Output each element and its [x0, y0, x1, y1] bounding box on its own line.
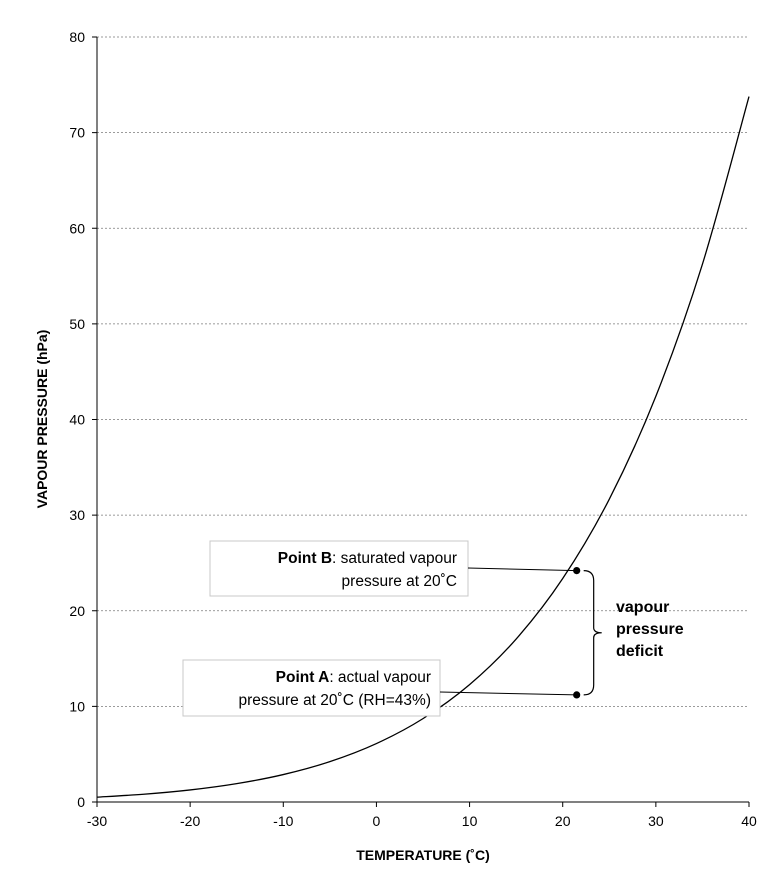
point-a-box	[182, 659, 441, 717]
x-axis-title: TEMPERATURE (˚C)	[356, 847, 490, 863]
x-tick-label: 20	[555, 813, 571, 829]
y-tick-label: 80	[69, 29, 85, 45]
y-tick-label: 20	[69, 603, 85, 619]
y-tick-label: 30	[69, 507, 85, 523]
point-b-leader-line	[467, 567, 577, 572]
deficit-label-line3: deficit	[616, 643, 664, 660]
grid-lines	[97, 36, 749, 707]
x-tick-label: -30	[87, 813, 107, 829]
x-tick-label: 40	[741, 813, 757, 829]
point-b-marker	[573, 566, 581, 575]
axis-ticks	[92, 36, 750, 807]
x-tick-label: -10	[273, 813, 293, 829]
y-tick-label: 70	[69, 125, 85, 141]
point-b-label-line2: pressure at 20˚C	[342, 573, 457, 590]
y-tick-label: 10	[69, 698, 85, 714]
point-a-leader-line	[439, 691, 577, 696]
marked-points	[573, 566, 581, 699]
y-tick-labels: 0 10 20 30 40 50 60 70 80	[69, 29, 85, 810]
x-tick-labels: -30 -20 -10 0 10 20 30 40	[87, 813, 757, 829]
y-tick-label: 0	[77, 794, 85, 810]
x-tick-label: 10	[462, 813, 478, 829]
x-tick-label: -20	[180, 813, 200, 829]
saturation-vapour-pressure-curve	[96, 96, 750, 798]
x-tick-label: 0	[373, 813, 381, 829]
deficit-label: vapour pressure deficit	[616, 599, 684, 660]
point-a-marker	[573, 691, 581, 699]
point-b-desc: : saturated vapour	[332, 550, 457, 567]
point-a-title: Point A	[276, 669, 330, 686]
deficit-label-line1: vapour	[616, 599, 669, 616]
y-tick-label: 40	[69, 412, 85, 428]
point-a-label-line2: pressure at 20˚C (RH=43%)	[238, 692, 431, 709]
point-b-label-line1: Point B: saturated vapour	[278, 550, 457, 567]
y-tick-label: 60	[69, 220, 85, 236]
y-axis-title: VAPOUR PRESSURE (hPa)	[34, 330, 50, 509]
point-b-title: Point B	[278, 550, 332, 567]
point-a-callout: Point A: actual vapour pressure at 20˚C …	[182, 659, 577, 717]
deficit-brace	[583, 569, 602, 696]
x-tick-label: 30	[648, 813, 664, 829]
point-a-desc: : actual vapour	[329, 669, 431, 686]
deficit-label-line2: pressure	[616, 621, 684, 638]
point-b-callout: Point B: saturated vapour pressure at 20…	[209, 540, 577, 597]
y-tick-label: 50	[69, 316, 85, 332]
point-a-label-line1: Point A: actual vapour	[276, 669, 431, 686]
